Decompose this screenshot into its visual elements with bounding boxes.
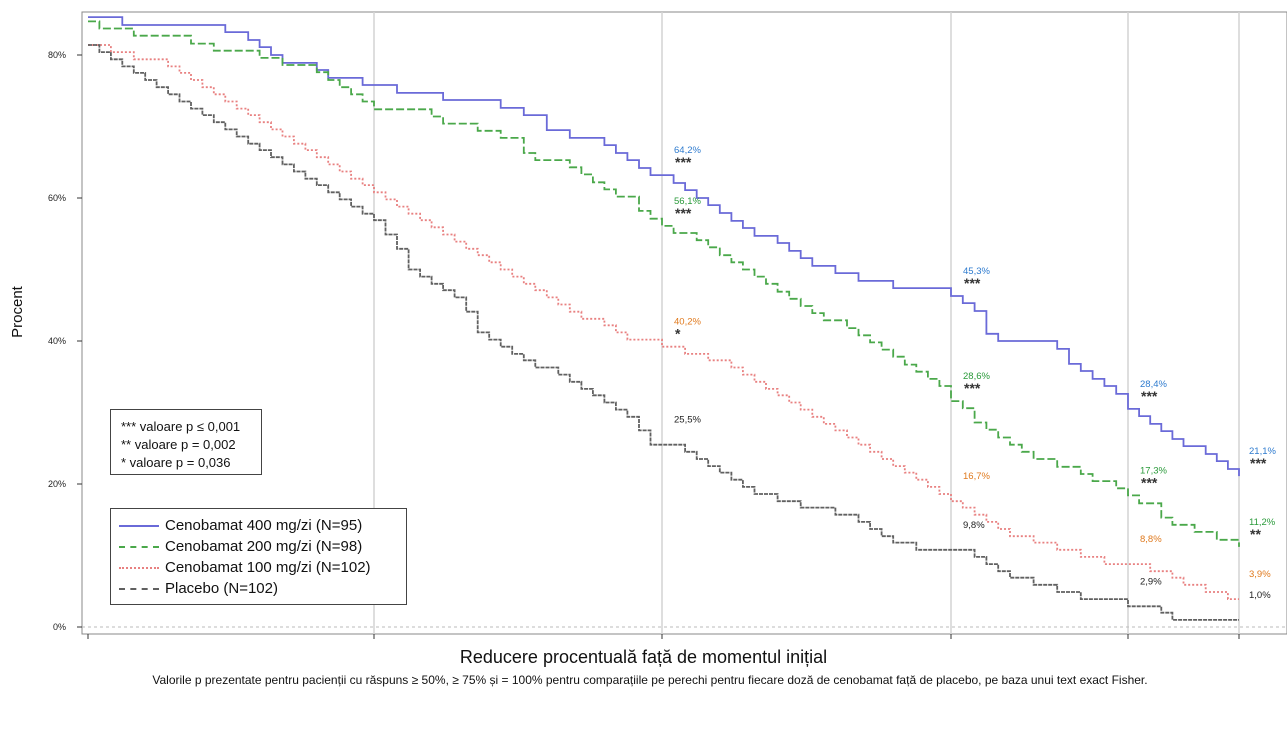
legend-swatch-1 xyxy=(119,545,159,548)
value-label-12: 25,5% xyxy=(674,415,701,426)
series-line-3 xyxy=(88,44,1239,621)
annotation-layer: 64,2%***45,3%***28,4%***21,1%***56,1%***… xyxy=(674,145,1276,601)
y-axis-label: Procent xyxy=(9,285,26,338)
y-tick-label-0: 0% xyxy=(53,622,66,632)
significance-marker-7: ** xyxy=(1250,526,1261,542)
value-label-14: 2,9% xyxy=(1140,576,1162,587)
y-tick-label-2: 40% xyxy=(48,336,66,346)
y-tick-label-4: 80% xyxy=(48,50,66,60)
value-label-9: 16,7% xyxy=(963,471,990,482)
series-layer xyxy=(88,16,1240,621)
value-label-10: 8,8% xyxy=(1140,534,1162,545)
value-label-6: 17,3% xyxy=(1140,465,1167,476)
legend-label-1: Cenobamat 200 mg/zi (N=98) xyxy=(165,538,363,555)
x-axis xyxy=(87,634,1240,639)
legend-item-3: Placebo (N=102) xyxy=(119,578,406,599)
significance-marker-0: *** xyxy=(675,154,692,170)
value-label-5: 28,6% xyxy=(963,371,990,382)
grid-lines xyxy=(373,12,1240,634)
value-label-1: 45,3% xyxy=(963,266,990,277)
significance-marker-8: * xyxy=(675,326,681,342)
significance-marker-2: *** xyxy=(1141,388,1158,404)
pvalue-legend: *** valoare p ≤ 0,001 ** valoare p = 0,00… xyxy=(110,409,262,475)
y-tick-label-1: 20% xyxy=(48,479,66,489)
value-label-11: 3,9% xyxy=(1249,569,1271,580)
significance-marker-1: *** xyxy=(964,275,981,291)
legend-swatch-2 xyxy=(119,566,159,569)
legend-label-0: Cenobamat 400 mg/zi (N=95) xyxy=(165,517,363,534)
legend-label-3: Placebo (N=102) xyxy=(165,580,278,597)
pvalue-legend-line-1: ** valoare p = 0,002 xyxy=(121,437,236,452)
significance-marker-3: *** xyxy=(1250,455,1267,471)
legend-item-1: Cenobamat 200 mg/zi (N=98) xyxy=(119,536,406,557)
value-label-8: 40,2% xyxy=(674,317,701,328)
y-axis: 0% 20% 40% 60% 80% xyxy=(48,50,82,632)
legend-item-2: Cenobamat 100 mg/zi (N=102) xyxy=(119,557,406,578)
series-line-2 xyxy=(88,44,1239,600)
series-legend: Cenobamat 400 mg/zi (N=95) Cenobamat 200 … xyxy=(110,508,407,605)
value-label-13: 9,8% xyxy=(963,520,985,531)
value-label-3: 21,1% xyxy=(1249,446,1276,457)
footnote: Valorile p prezentate pentru pacienții c… xyxy=(152,673,1148,687)
x-axis-label: Reducere procentuală față de momentul in… xyxy=(459,647,828,667)
pvalue-legend-line-2: * valoare p = 0,036 xyxy=(121,455,231,470)
significance-marker-5: *** xyxy=(964,380,981,396)
value-label-15: 1,0% xyxy=(1249,590,1271,601)
legend-swatch-3 xyxy=(119,587,159,590)
significance-marker-4: *** xyxy=(675,205,692,221)
legend-item-0: Cenobamat 400 mg/zi (N=95) xyxy=(119,515,406,536)
pvalue-legend-line-0: *** valoare p ≤ 0,001 xyxy=(121,419,241,434)
significance-marker-6: *** xyxy=(1141,474,1158,490)
series-line-1 xyxy=(88,20,1240,547)
value-label-2: 28,4% xyxy=(1140,379,1167,390)
legend-swatch-0 xyxy=(119,524,159,527)
value-label-0: 64,2% xyxy=(674,145,701,156)
series-line-0 xyxy=(88,16,1240,477)
legend-label-2: Cenobamat 100 mg/zi (N=102) xyxy=(165,559,371,576)
y-tick-label-3: 60% xyxy=(48,193,66,203)
value-label-4: 56,1% xyxy=(674,196,701,207)
value-label-7: 11,2% xyxy=(1249,517,1276,528)
